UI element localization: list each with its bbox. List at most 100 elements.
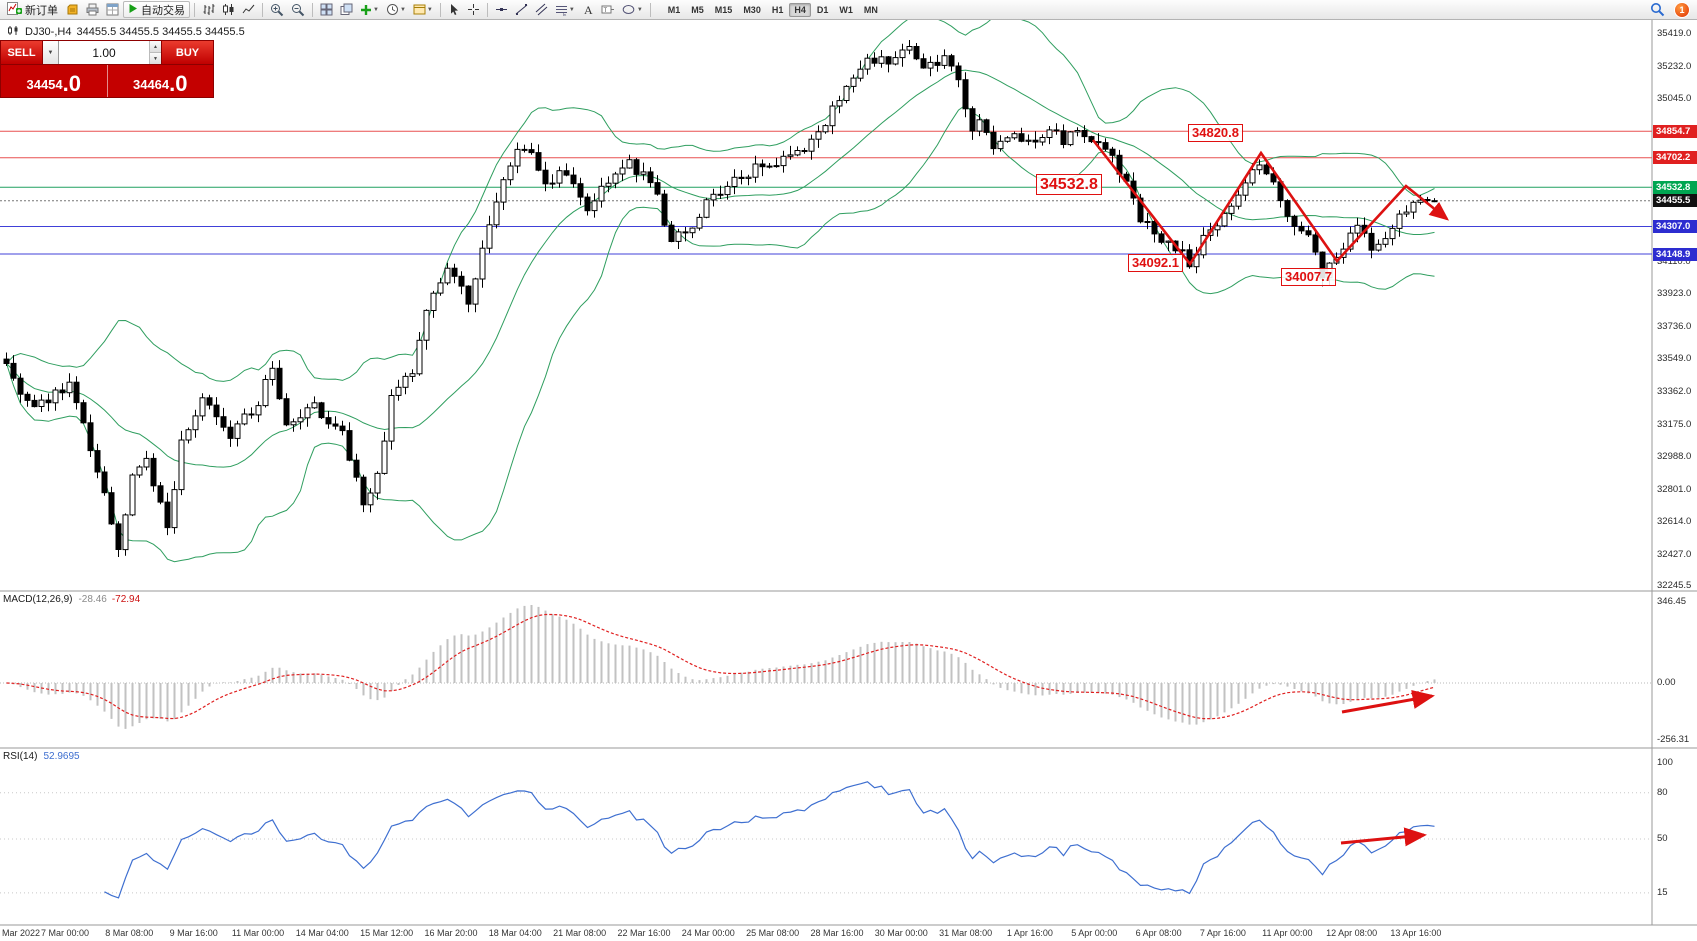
sell-price[interactable]: 34454 .0 [1,65,107,97]
time-axis-label: 8 Mar 08:00 [105,928,154,938]
macd-axis-min: -256.31 [1657,734,1690,745]
notification-badge[interactable]: 1 [1675,2,1689,17]
price-axis-label: 33549.0 [1657,353,1692,365]
tile-windows-icon[interactable] [317,1,336,18]
buy-button[interactable]: BUY [161,41,213,64]
chart-icon [8,25,20,39]
time-axis-label: 1 Apr 16:00 [1006,928,1053,938]
chart-annotation: 34092.1 [1128,254,1183,272]
toolbar-right-group: 1 [1647,1,1694,18]
sell-price-int: 34454 [26,77,63,92]
volume-up-button[interactable]: ▲ [150,41,161,52]
timeframe-m1[interactable]: M1 [667,4,681,15]
time-axis-label: 5 Apr 00:00 [1071,928,1118,938]
chevron-down-icon: ▼ [426,6,433,13]
cascade-windows-icon[interactable] [337,1,356,18]
timeframe-d1[interactable]: D1 [816,4,829,15]
svg-text:T: T [603,8,607,14]
ohlc-values: 34455.5 34455.5 34455.5 34455.5 [76,26,245,38]
svg-text:E: E [563,12,567,16]
time-axis-label: 16 Mar 20:00 [424,928,478,938]
time-axis-label: 13 Apr 16:00 [1390,928,1442,938]
indicators-icon[interactable]: ▼ [357,1,382,18]
templates-icon[interactable]: ▼ [410,1,436,18]
price-badge: 34307.0 [1653,220,1697,233]
chevron-down-icon: ▼ [47,49,54,56]
time-axis-label: 15 Mar 12:00 [360,928,414,938]
horizontal-line-icon[interactable] [492,1,511,18]
equidistant-channel-icon[interactable]: E ▼ [552,1,578,18]
new-order-icon [7,1,22,18]
cursor-icon[interactable] [445,1,463,18]
print-icon[interactable] [83,1,102,18]
buy-price[interactable]: 34464 .0 [106,65,214,97]
zoom-in-icon[interactable] [267,1,287,18]
timeframe-h1[interactable]: H1 [771,4,784,15]
volume-stepper: ▲ ▼ [149,41,161,64]
timeframe-h4[interactable]: H4 [789,2,811,17]
crosshair-icon[interactable] [464,1,483,18]
macd-signal-value: -72.94 [111,594,141,605]
order-type-dropdown[interactable]: ▼ [43,41,59,64]
price-badge: 34455.5 [1653,194,1697,208]
chart-title: DJ30-,H4 34455.5 34455.5 34455.5 34455.5 [8,25,245,39]
chevron-down-icon: ▼ [399,6,406,13]
macd-label: MACD(12,26,9) -28.46 -72.94 [3,594,140,605]
timeframe-mn[interactable]: MN [863,4,878,15]
timeframe-w1[interactable]: W1 [839,4,853,15]
new-order-label: 新订单 [25,4,58,17]
text-label-icon[interactable]: T [598,1,618,18]
volume-input[interactable]: 1.00 ▲ ▼ [59,41,161,64]
price-axis-label: 32988.0 [1657,451,1692,463]
buy-price-int: 34464 [132,77,170,92]
chart-annotation: 34007.7 [1281,268,1336,286]
one-click-trading-panel: SELL ▼ 1.00 ▲ ▼ BUY 34454 .0 34464 .0 [0,40,214,98]
timeframe-m5[interactable]: M5 [691,4,704,15]
price-axis-label: 35045.0 [1657,93,1692,105]
data-window-icon[interactable] [103,1,122,18]
time-axis-label: 30 Mar 00:00 [874,928,928,938]
bar-chart-icon[interactable] [199,1,218,18]
sell-button[interactable]: SELL [1,41,43,64]
time-axis-label: 9 Mar 16:00 [169,928,218,938]
price-axis-label: 32245.5 [1657,580,1692,592]
autotrade-button[interactable]: 自动交易 [123,1,190,18]
price-badge: 34702.2 [1653,151,1697,165]
periods-icon[interactable]: ▼ [383,1,409,18]
time-axis-label: 14 Mar 04:00 [295,928,349,938]
time-axis-label: 6 Apr 08:00 [1135,928,1182,938]
volume-value[interactable]: 1.00 [92,45,116,60]
search-icon[interactable] [1647,1,1668,18]
symbol-period-label: DJ30-,H4 [25,26,72,38]
candle-chart-icon[interactable] [219,1,238,18]
rsi-axis-100: 100 [1657,757,1673,768]
volume-down-button[interactable]: ▼ [150,52,161,64]
timeframe-m30[interactable]: M30 [743,4,761,15]
trendline-icon[interactable] [512,1,531,18]
toolbar-separator [262,2,263,17]
text-icon[interactable]: A [579,1,597,18]
chevron-down-icon: ▼ [568,6,575,13]
rsi-label: RSI(14) 52.9695 [3,751,80,762]
price-axis-label: 33923.0 [1657,288,1692,300]
shapes-icon[interactable]: ▼ [619,1,646,18]
toolbar-separator [439,2,441,17]
line-chart-icon[interactable] [239,1,258,18]
time-axis-label: Mar 2022 [2,928,41,938]
zoom-out-icon[interactable] [288,1,308,18]
new-order-button[interactable]: 新订单 [3,1,62,18]
macd-axis-zero: 0.00 [1657,677,1676,688]
rsi-axis-50: 50 [1657,833,1668,844]
price-axis-label: 35419.0 [1657,28,1692,39]
svg-text:A: A [584,3,593,16]
channel-icon[interactable] [532,1,551,18]
time-axis-label: 11 Mar 00:00 [231,928,285,938]
toolbar-separator [486,2,488,17]
market-watch-icon[interactable] [63,1,82,18]
price-axis-label: 32427.0 [1657,548,1692,560]
chart-annotation: 34532.8 [1036,174,1102,196]
toolbar: 新订单 自动交易 ▼ ▼ ▼ E ▼ A T ▼ M1 M5 M15 M30 H1 H4 D1… [0,0,1697,20]
autotrade-play-icon [128,3,138,17]
timeframe-m15[interactable]: M15 [714,4,733,15]
